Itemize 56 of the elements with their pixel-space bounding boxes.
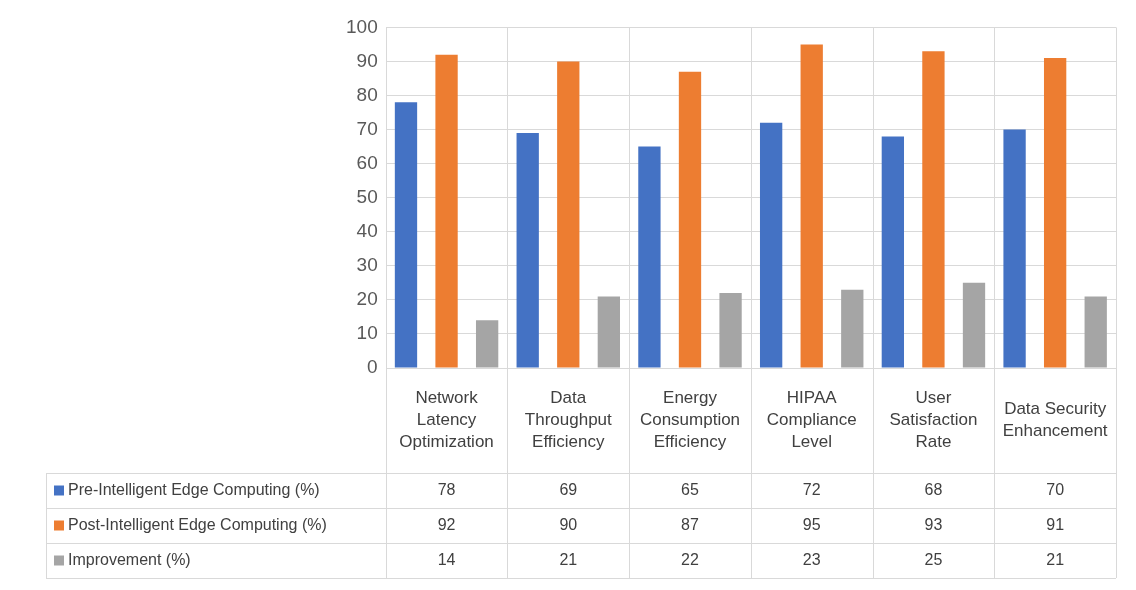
bar	[962, 282, 986, 368]
data-label: 72	[802, 480, 821, 498]
y-tick-label: 60	[356, 151, 378, 173]
bar	[1003, 129, 1026, 368]
bar	[678, 71, 702, 368]
data-label: 90	[559, 515, 578, 533]
x-tick-label: Network Latency Optimization	[399, 388, 494, 452]
bar	[1043, 58, 1067, 368]
y-tick-label: 70	[356, 117, 378, 139]
bar	[475, 320, 499, 368]
y-tick-label: 80	[356, 83, 378, 105]
data-label: 65	[681, 480, 699, 498]
data-label: 21	[559, 550, 578, 568]
bar	[922, 51, 945, 368]
data-label: 23	[802, 550, 821, 568]
y-tick-label: 90	[356, 49, 378, 71]
bar	[1084, 296, 1107, 368]
data-label: 78	[437, 480, 456, 498]
y-tick-label: 100	[346, 15, 378, 37]
data-label: 25	[924, 550, 943, 568]
data-label: 92	[437, 515, 456, 533]
data-label: 68	[924, 480, 943, 498]
y-tick-label: 30	[356, 254, 378, 276]
data-label: 95	[802, 515, 821, 533]
bar	[881, 136, 905, 368]
y-tick-label: 50	[356, 185, 378, 207]
bar	[394, 102, 418, 368]
x-tick-label: HIPAA Compliance Level	[766, 388, 857, 452]
data-label: 21	[1046, 550, 1065, 568]
bar	[516, 132, 539, 368]
data-label: 69	[559, 480, 578, 498]
data-label: 87	[681, 515, 699, 533]
legend-label: Pre-Intelligent Edge Computing (%)	[68, 480, 320, 498]
x-tick-label: Data Throughput Efficiency	[524, 388, 613, 452]
y-tick-label: 40	[356, 219, 378, 241]
data-label: 91	[1046, 515, 1065, 533]
legend-label: Post-Intelligent Edge Computing (%)	[68, 515, 327, 533]
bar	[719, 293, 742, 368]
bar	[800, 44, 823, 368]
bar	[557, 61, 580, 368]
y-tick-label: 0	[367, 356, 378, 378]
x-tick-label: Energy Consumption Efficiency	[639, 388, 741, 452]
data-label: 22	[681, 550, 699, 568]
data-label: 14	[437, 550, 456, 568]
x-tick-label: User Satisfaction Rate	[889, 388, 978, 452]
bar	[435, 54, 458, 368]
x-tick-label: Data Security Enhancement	[1002, 399, 1108, 441]
bar	[841, 289, 864, 368]
legend-label: Improvement (%)	[68, 550, 191, 568]
y-tick-label: 10	[356, 322, 378, 344]
data-label: 93	[924, 515, 943, 533]
bar	[759, 122, 783, 368]
y-tick-label: 20	[356, 288, 378, 310]
bar	[597, 296, 621, 368]
bar	[638, 146, 661, 368]
data-label: 70	[1046, 480, 1065, 498]
